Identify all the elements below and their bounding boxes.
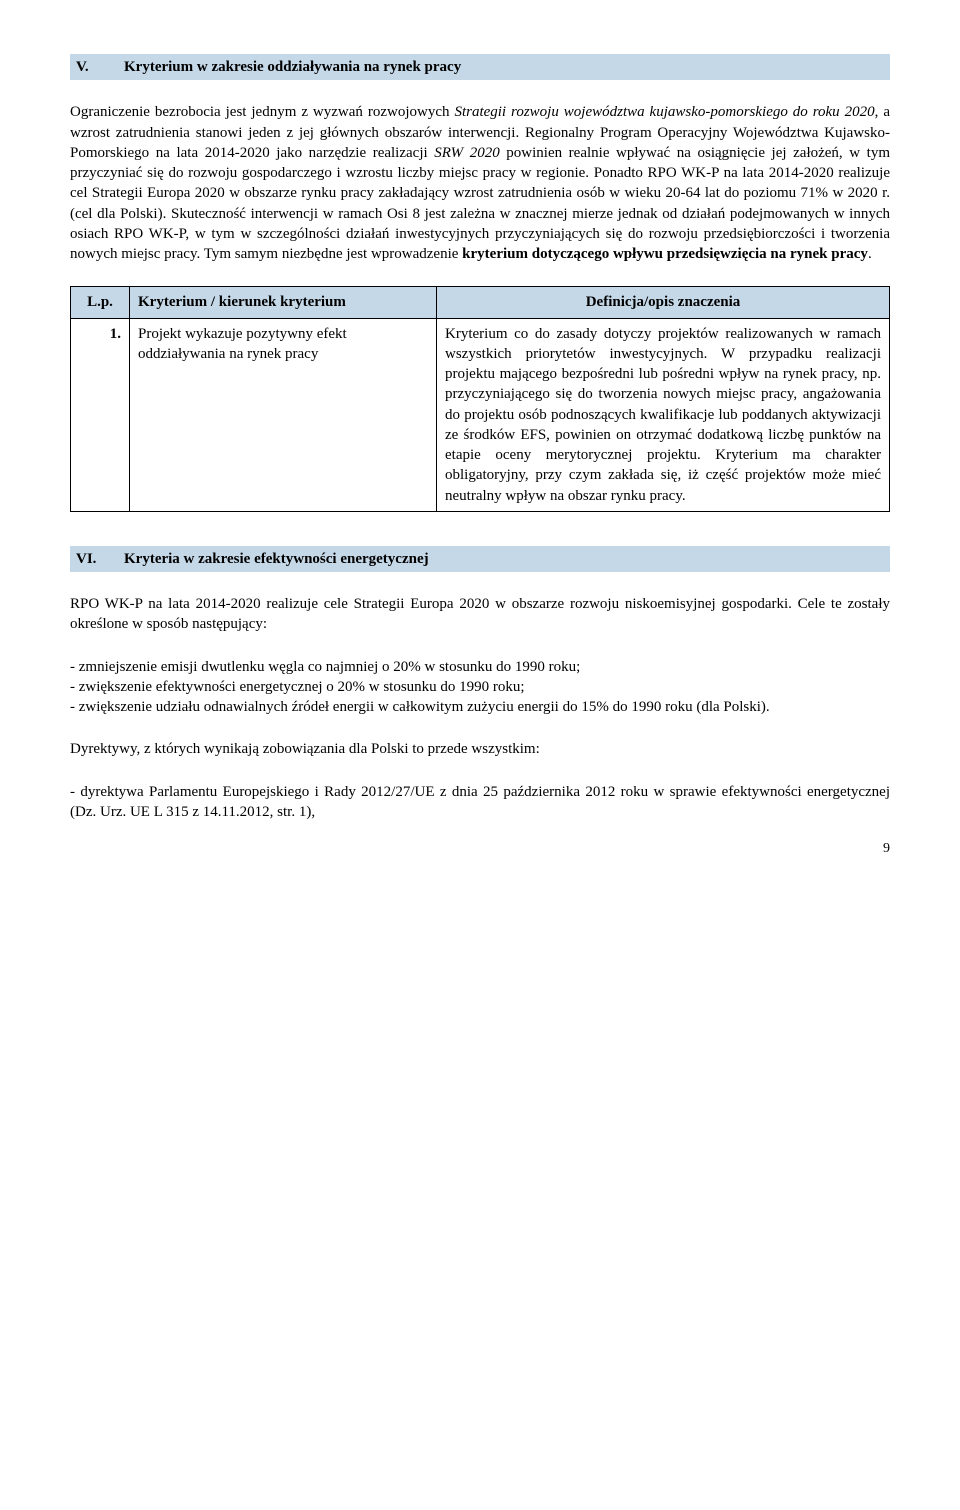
section-vi-header: VI. Kryteria w zakresie efektywności ene… xyxy=(70,546,890,572)
table-header-definicja: Definicja/opis znaczenia xyxy=(437,287,890,318)
directive-item: - dyrektywa Parlamentu Europejskiego i R… xyxy=(70,782,890,823)
section-vi-intro-paragraph: RPO WK-P na lata 2014-2020 realizuje cel… xyxy=(70,594,890,635)
table-row: 1. Projekt wykazuje pozytywny efekt oddz… xyxy=(71,318,890,511)
bullet-item: - zwiększenie udziału odnawialnych źróde… xyxy=(70,697,890,717)
para-v-italic-2: SRW 2020 xyxy=(434,145,499,161)
section-v-header: V. Kryterium w zakresie oddziaływania na… xyxy=(70,54,890,80)
table-cell-definicja: Kryterium co do zasady dotyczy projektów… xyxy=(437,318,890,511)
bullet-item: - zwiększenie efektywności energetycznej… xyxy=(70,677,890,697)
section-v-title: Kryterium w zakresie oddziaływania na ry… xyxy=(124,57,884,77)
section-vi-number: VI. xyxy=(76,549,124,569)
table-header-kryterium: Kryterium / kierunek kryterium xyxy=(130,287,437,318)
goals-bullet-list: - zmniejszenie emisji dwutlenku węgla co… xyxy=(70,657,890,718)
bullet-item: - zmniejszenie emisji dwutlenku węgla co… xyxy=(70,657,890,677)
directives-intro-paragraph: Dyrektywy, z których wynikają zobowiązan… xyxy=(70,739,890,759)
para-v-text-1: Ograniczenie bezrobocia jest jednym z wy… xyxy=(70,104,454,120)
para-v-text-4: . xyxy=(868,246,872,262)
criteria-table: L.p. Kryterium / kierunek kryterium Defi… xyxy=(70,286,890,512)
section-v-paragraph: Ograniczenie bezrobocia jest jednym z wy… xyxy=(70,102,890,264)
para-v-text-3: powinien realnie wpływać na osiągnięcie … xyxy=(70,145,890,262)
para-v-bold-1: kryterium dotyczącego wpływu przedsięwzi… xyxy=(462,246,868,262)
page-number: 9 xyxy=(70,840,890,859)
table-header-row: L.p. Kryterium / kierunek kryterium Defi… xyxy=(71,287,890,318)
table-header-lp: L.p. xyxy=(71,287,130,318)
table-cell-kryterium: Projekt wykazuje pozytywny efekt oddział… xyxy=(130,318,437,511)
table-cell-lp: 1. xyxy=(71,318,130,511)
section-vi-title: Kryteria w zakresie efektywności energet… xyxy=(124,549,884,569)
para-v-italic-1: Strategii rozwoju województwa kujawsko-p… xyxy=(454,104,874,120)
section-v-number: V. xyxy=(76,57,124,77)
